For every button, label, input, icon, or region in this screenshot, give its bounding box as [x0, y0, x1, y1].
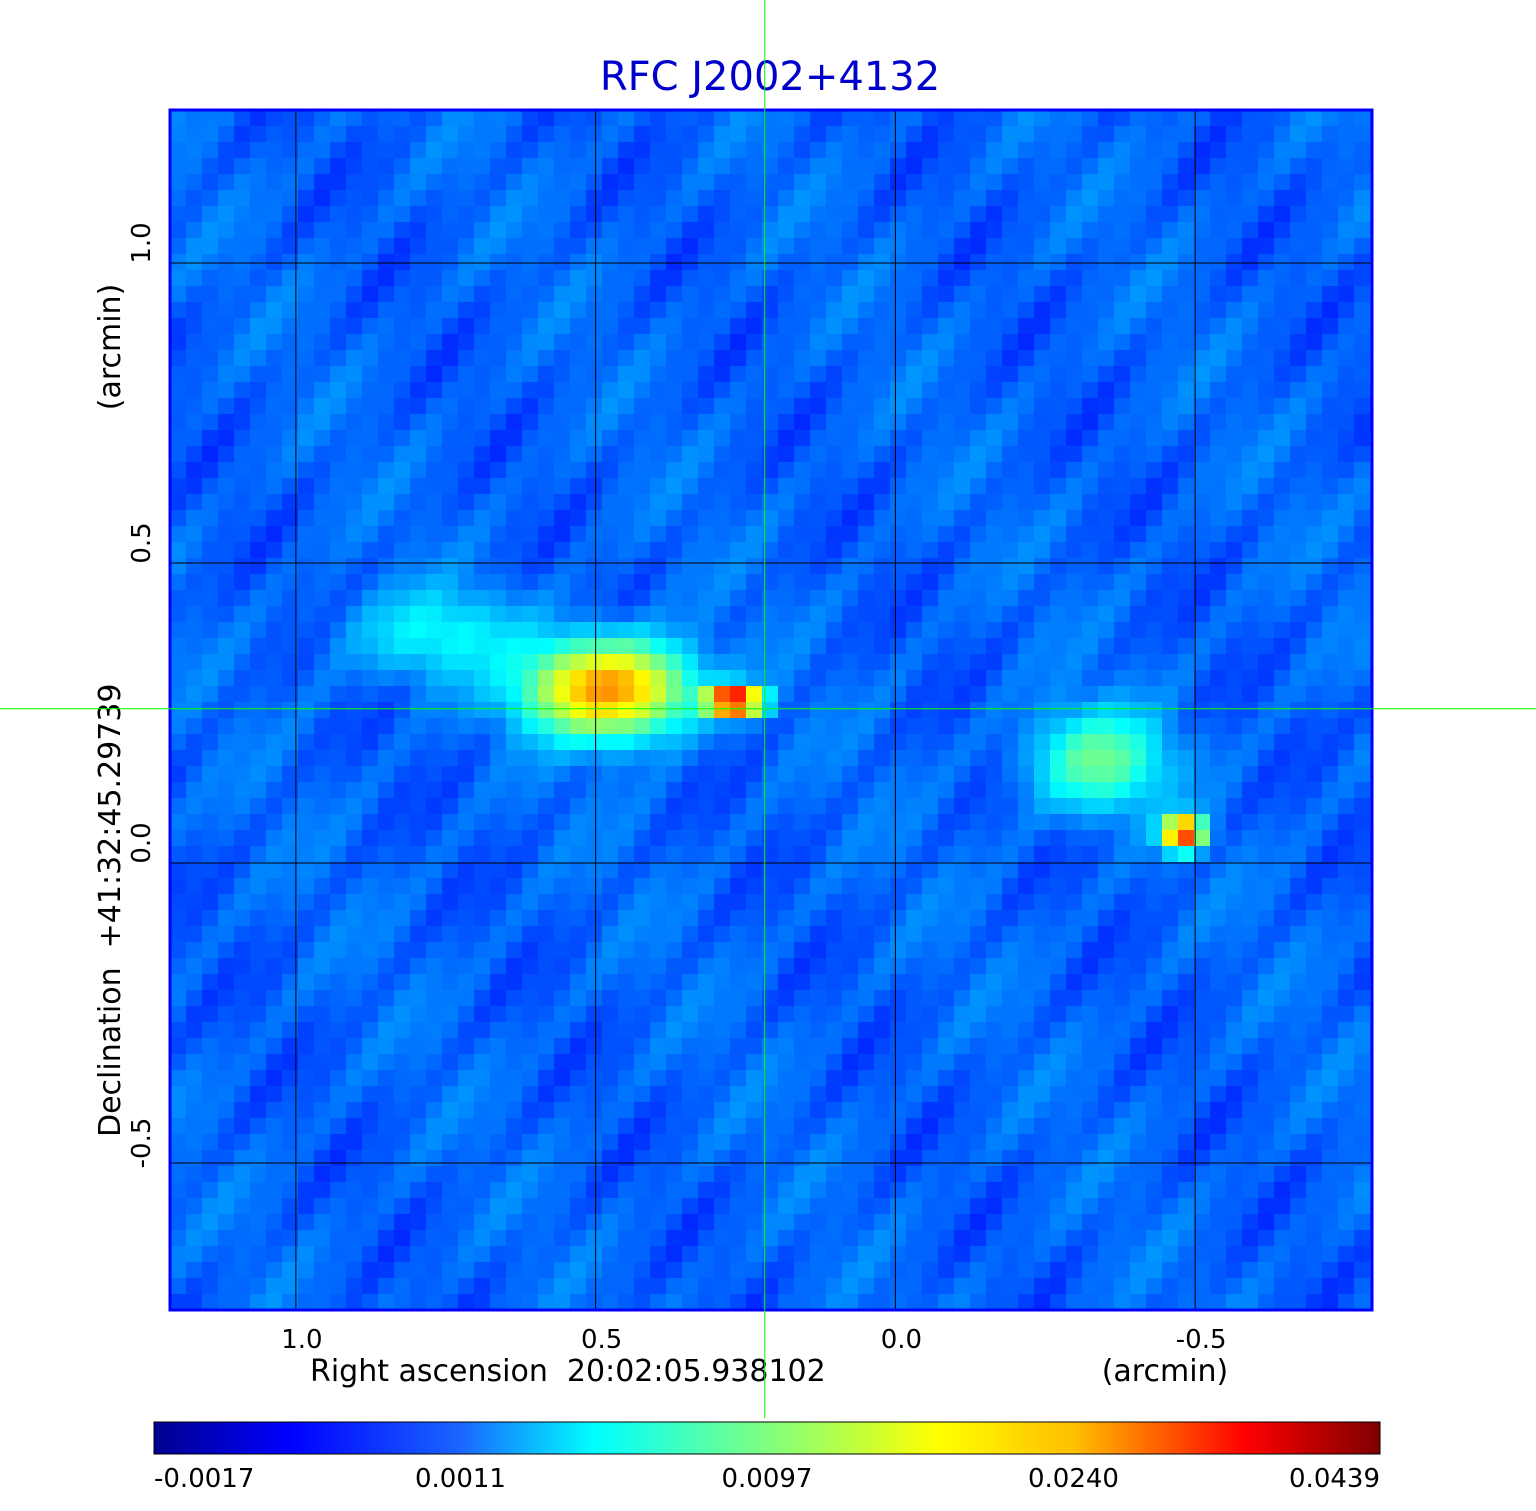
y-tick-label: 0.0	[127, 822, 157, 863]
x-tick-label: -0.5	[1176, 1325, 1227, 1355]
x-tick-label: 0.0	[881, 1325, 922, 1355]
colorbar	[153, 1421, 1381, 1455]
y-tick-label: -0.5	[127, 1118, 157, 1169]
colorbar-tick-label: 0.0011	[415, 1464, 506, 1494]
y-axis-ticks: 1.0 0.5 0.0 -0.5	[127, 222, 157, 1168]
image-plot-area	[170, 110, 1372, 1310]
y-axis-label: Declination +41:32:45.29739	[93, 683, 128, 1137]
y-tick-label: 1.0	[127, 222, 157, 263]
plot-frame	[168, 108, 1374, 1312]
x-tick-label: 0.5	[581, 1325, 622, 1355]
colorbar-tick-label: -0.0017	[154, 1464, 254, 1494]
map-pixels	[170, 110, 1372, 1310]
x-axis-label: Right ascension 20:02:05.938102	[310, 1354, 826, 1389]
colorbar-tick-label: 0.0439	[1289, 1464, 1380, 1494]
x-axis-unit: (arcmin)	[1102, 1354, 1229, 1389]
x-tick-label: 1.0	[281, 1325, 322, 1355]
colorbar-tick-label: 0.0240	[1028, 1464, 1119, 1494]
coordinate-grid	[170, 110, 1372, 1310]
colorbar-tick-label: 0.0097	[722, 1464, 813, 1494]
colorbar-ticks: -0.0017 0.0011 0.0097 0.0240 0.0439	[154, 1464, 1380, 1494]
chart-title: RFC J2002+4132	[600, 54, 940, 100]
x-axis-ticks: 1.0 0.5 0.0 -0.5	[281, 1325, 1226, 1355]
y-axis-unit: (arcmin)	[93, 284, 128, 411]
crosshair	[0, 0, 1536, 1418]
y-tick-label: 0.5	[127, 522, 157, 563]
